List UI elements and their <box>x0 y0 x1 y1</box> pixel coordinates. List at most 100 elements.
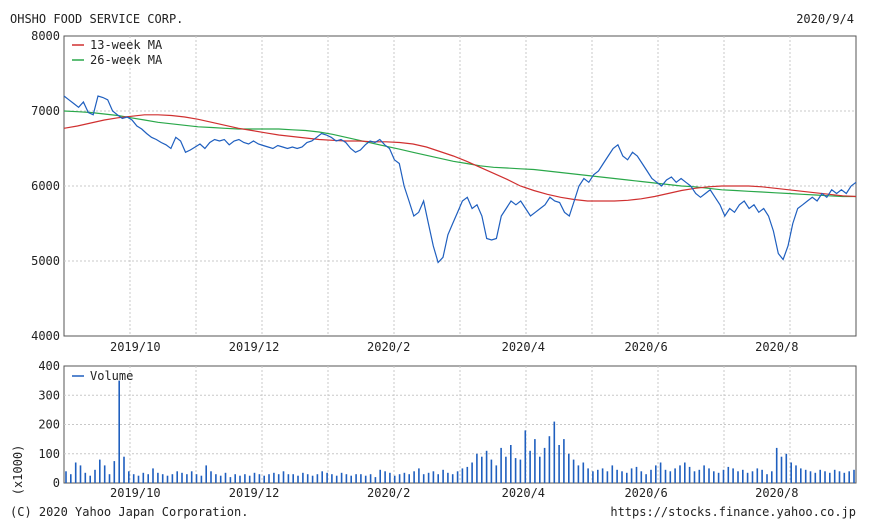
volume-bar <box>640 471 643 483</box>
volume-y-tick-label: 100 <box>38 447 60 461</box>
price-y-tick-label: 8000 <box>31 29 60 43</box>
volume-panel: 400 300 200 100 0 2019/10 2019/12 2020/2 2020/4… <box>11 359 857 500</box>
volume-x-tick-labels: 2019/10 2019/12 2020/2 2020/4 2020/6 2020/8 <box>110 486 798 500</box>
volume-bar <box>587 468 589 483</box>
volume-y-tick-label: 0 <box>53 476 60 490</box>
volume-bar <box>239 475 241 483</box>
volume-bar <box>684 462 686 483</box>
volume-bar <box>529 450 531 483</box>
volume-bar <box>103 465 106 483</box>
volume-bar <box>490 459 493 483</box>
volume-bar <box>708 468 710 483</box>
volume-bar <box>756 468 759 483</box>
volume-bar <box>534 439 536 483</box>
volume-bar <box>717 472 720 483</box>
volume-bar <box>195 474 198 483</box>
volume-bar <box>137 475 140 483</box>
volume-bar <box>282 471 285 483</box>
volume-bar <box>321 471 323 483</box>
volume-bar <box>118 380 120 483</box>
volume-bar <box>582 462 585 483</box>
volume-bar <box>389 472 391 483</box>
volume-bar <box>766 474 768 483</box>
volume-bar <box>785 453 788 484</box>
volume-bar <box>215 474 217 483</box>
volume-bar <box>258 474 261 483</box>
volume-bar <box>166 475 169 483</box>
volume-bar <box>630 468 633 483</box>
volume-bar <box>65 471 67 483</box>
price-x-tick-label: 2020/4 <box>502 340 545 354</box>
volume-bar <box>437 474 439 483</box>
volume-bar <box>355 474 357 483</box>
volume-bar <box>727 466 730 483</box>
volume-x-tick-label: 2020/6 <box>624 486 667 500</box>
volume-bar <box>302 472 304 483</box>
volume-bar <box>244 474 246 483</box>
volume-bar <box>539 456 541 483</box>
volume-bar <box>703 465 705 483</box>
volume-bar <box>650 469 652 483</box>
volume-bar <box>268 474 270 483</box>
volume-bar <box>500 447 502 483</box>
volume-bar <box>369 474 372 483</box>
volume-bar <box>568 453 570 484</box>
volume-bar <box>74 462 77 483</box>
price-x-tick-label: 2020/8 <box>755 340 798 354</box>
volume-bar <box>505 456 507 483</box>
price-x-tick-label: 2019/12 <box>229 340 280 354</box>
price-y-tick-label: 4000 <box>31 329 60 343</box>
volume-bar <box>350 475 352 483</box>
volume-bar <box>775 447 778 483</box>
volume-bar <box>287 474 290 483</box>
volume-bar <box>742 469 744 483</box>
volume-bar <box>809 471 812 483</box>
volume-bar <box>853 469 855 483</box>
volume-bar <box>814 472 817 483</box>
volume-bar <box>200 475 203 483</box>
volume-bar <box>171 474 174 483</box>
volume-bar <box>819 469 821 483</box>
volume-bar <box>306 474 309 483</box>
volume-y-tick-labels: 400 300 200 100 0 <box>38 359 60 490</box>
volume-bar <box>635 466 638 483</box>
volume-bar <box>780 456 783 483</box>
volume-bar <box>485 450 488 483</box>
volume-bar <box>597 469 599 483</box>
volume-bar <box>273 472 275 483</box>
chart-date: 2020/9/4 <box>796 12 854 26</box>
volume-y-tick-label: 200 <box>38 418 60 432</box>
volume-bar <box>99 459 101 483</box>
price-series <box>63 95 857 264</box>
volume-bar <box>432 471 435 483</box>
volume-bar <box>558 445 560 483</box>
volume-bar <box>829 472 831 483</box>
volume-bar <box>722 469 725 483</box>
price-x-tick-label: 2019/10 <box>110 340 161 354</box>
ma13-line <box>63 114 857 202</box>
volume-bar <box>422 474 425 483</box>
volume-bar <box>848 471 850 483</box>
volume-bar <box>833 469 836 483</box>
volume-bar <box>790 462 792 483</box>
volume-bar <box>543 447 546 483</box>
volume-bar <box>340 472 343 483</box>
volume-bar <box>669 471 672 483</box>
volume-bar <box>132 474 135 483</box>
volume-bar <box>751 471 754 483</box>
price-grid <box>64 36 856 336</box>
volume-bar <box>655 465 657 483</box>
volume-bar <box>572 459 575 483</box>
volume-bar <box>664 469 667 483</box>
volume-bar <box>70 474 72 483</box>
volume-bars <box>65 380 855 484</box>
volume-bar <box>263 475 265 483</box>
volume-y-tick-label: 400 <box>38 359 60 373</box>
volume-bar <box>732 468 734 483</box>
volume-bar <box>89 475 91 483</box>
volume-bar <box>403 472 406 483</box>
copyright: (C) 2020 Yahoo Japan Corporation. <box>10 505 249 519</box>
volume-bar <box>713 471 715 483</box>
source-url[interactable]: https://stocks.finance.yahoo.co.jp <box>610 505 856 519</box>
volume-bar <box>234 474 236 483</box>
